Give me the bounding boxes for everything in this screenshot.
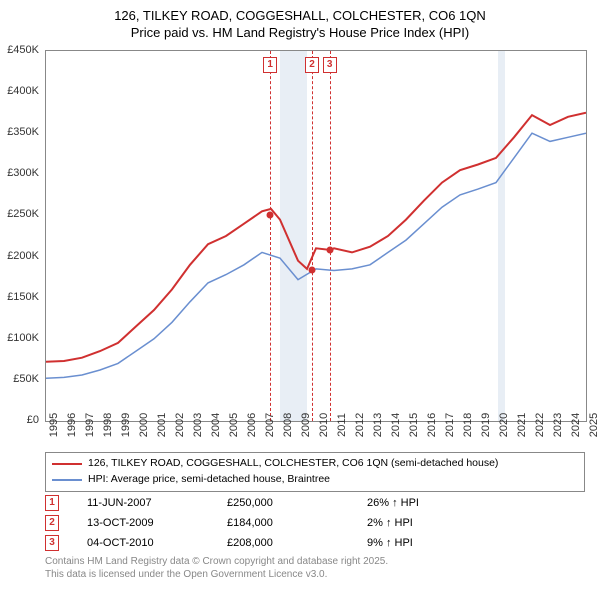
event-row: 2 13-OCT-2009£184,0002% ↑ HPI — [45, 515, 585, 531]
x-tick-label: 2006 — [246, 413, 258, 437]
x-tick-label: 2023 — [552, 413, 564, 437]
x-tick-label: 2013 — [372, 413, 384, 437]
y-tick-label: £50K — [13, 373, 39, 385]
x-tick-label: 2021 — [516, 413, 528, 437]
y-tick-label: £350K — [7, 126, 39, 138]
y-tick-label: £200K — [7, 250, 39, 262]
x-tick-label: 2012 — [354, 413, 366, 437]
footer-line1: Contains HM Land Registry data © Crown c… — [45, 555, 388, 568]
event-marker-box: 1 — [263, 57, 277, 73]
x-tick-label: 1997 — [84, 413, 96, 437]
y-tick-label: £300K — [7, 167, 39, 179]
x-tick-label: 2016 — [426, 413, 438, 437]
x-tick-label: 2000 — [138, 413, 150, 437]
event-number-box: 1 — [45, 495, 59, 511]
x-tick-label: 2020 — [498, 413, 510, 437]
event-delta: 2% ↑ HPI — [367, 517, 585, 529]
event-number-box: 2 — [45, 515, 59, 531]
legend-swatch — [52, 463, 82, 465]
x-tick-label: 2001 — [156, 413, 168, 437]
x-tick-label: 2017 — [444, 413, 456, 437]
footer: Contains HM Land Registry data © Crown c… — [45, 555, 388, 581]
x-tick-label: 2011 — [336, 413, 348, 437]
event-date: 13-OCT-2009 — [87, 517, 227, 529]
event-row: 1 11-JUN-2007£250,00026% ↑ HPI — [45, 495, 585, 511]
x-tick-label: 1996 — [66, 413, 78, 437]
legend-label: 126, TILKEY ROAD, COGGESHALL, COLCHESTER… — [88, 456, 498, 472]
x-tick-label: 1995 — [48, 413, 60, 437]
x-tick-label: 2007 — [264, 413, 276, 437]
x-tick-label: 1999 — [120, 413, 132, 437]
legend-row: 126, TILKEY ROAD, COGGESHALL, COLCHESTER… — [52, 456, 578, 472]
plot: 1 23 — [45, 50, 587, 422]
event-price: £184,000 — [227, 517, 367, 529]
title-line2: Price paid vs. HM Land Registry's House … — [0, 25, 600, 42]
x-tick-label: 2015 — [408, 413, 420, 437]
series-line — [46, 133, 586, 378]
footer-line2: This data is licensed under the Open Gov… — [45, 568, 388, 581]
y-tick-label: £250K — [7, 208, 39, 220]
y-tick-label: £150K — [7, 291, 39, 303]
title-line1: 126, TILKEY ROAD, COGGESHALL, COLCHESTER… — [0, 8, 600, 25]
chart-area: 123 £0£50K£100K£150K£200K£250K£300K£350K… — [45, 50, 585, 435]
chart-title: 126, TILKEY ROAD, COGGESHALL, COLCHESTER… — [0, 0, 600, 42]
event-price: £250,000 — [227, 497, 367, 509]
x-tick-label: 2025 — [588, 413, 600, 437]
event-row: 3 04-OCT-2010£208,0009% ↑ HPI — [45, 535, 585, 551]
x-tick-label: 2002 — [174, 413, 186, 437]
legend-swatch — [52, 479, 82, 481]
event-number-box: 3 — [45, 535, 59, 551]
event-date: 04-OCT-2010 — [87, 537, 227, 549]
data-point — [309, 266, 316, 273]
x-tick-label: 2010 — [318, 413, 330, 437]
series-lines — [46, 51, 586, 421]
x-tick-label: 2018 — [462, 413, 474, 437]
chart-container: 126, TILKEY ROAD, COGGESHALL, COLCHESTER… — [0, 0, 600, 590]
event-delta: 26% ↑ HPI — [367, 497, 585, 509]
x-tick-label: 2014 — [390, 413, 402, 437]
x-tick-label: 2024 — [570, 413, 582, 437]
y-tick-label: £0 — [27, 414, 39, 426]
legend: 126, TILKEY ROAD, COGGESHALL, COLCHESTER… — [45, 452, 585, 492]
x-tick-label: 2022 — [534, 413, 546, 437]
x-tick-label: 2009 — [300, 413, 312, 437]
x-tick-label: 2005 — [228, 413, 240, 437]
x-tick-label: 2008 — [282, 413, 294, 437]
x-tick-label: 1998 — [102, 413, 114, 437]
legend-row: HPI: Average price, semi-detached house,… — [52, 472, 578, 488]
event-delta: 9% ↑ HPI — [367, 537, 585, 549]
event-price: £208,000 — [227, 537, 367, 549]
x-tick-label: 2019 — [480, 413, 492, 437]
y-tick-label: £100K — [7, 332, 39, 344]
series-line — [46, 113, 586, 362]
x-tick-label: 2004 — [210, 413, 222, 437]
data-point — [326, 246, 333, 253]
y-tick-label: £400K — [7, 85, 39, 97]
event-marker-box: 2 — [305, 57, 319, 73]
event-marker-box: 3 — [323, 57, 337, 73]
y-tick-label: £450K — [7, 44, 39, 56]
events-table: 1 11-JUN-2007£250,00026% ↑ HPI 2 13-OCT-200… — [45, 495, 585, 555]
event-date: 11-JUN-2007 — [87, 497, 227, 509]
legend-label: HPI: Average price, semi-detached house,… — [88, 472, 330, 488]
data-point — [267, 212, 274, 219]
x-tick-label: 2003 — [192, 413, 204, 437]
